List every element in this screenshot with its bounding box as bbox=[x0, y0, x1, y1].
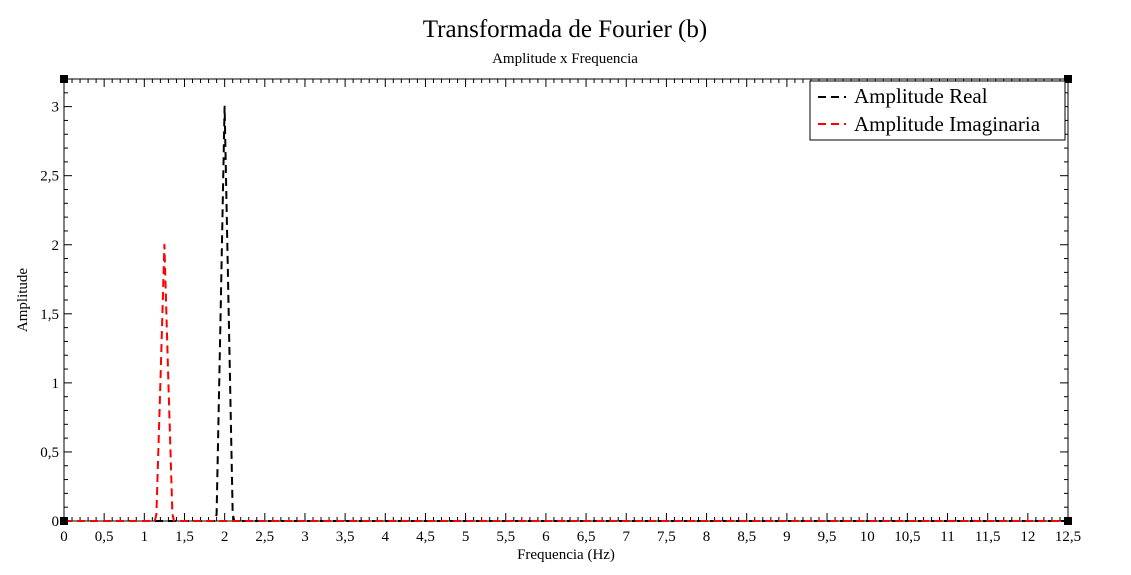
x-tick-label: 8,5 bbox=[737, 529, 756, 545]
chart-subtitle: Amplitude x Frequencia bbox=[492, 51, 638, 67]
x-tick-label: 0 bbox=[60, 529, 68, 545]
x-tick-label: 0,5 bbox=[95, 529, 114, 545]
x-tick-label: 12,5 bbox=[1055, 529, 1081, 545]
x-tick-label: 3 bbox=[301, 529, 309, 545]
x-tick-label: 5 bbox=[462, 529, 470, 545]
x-tick-label: 9 bbox=[783, 529, 791, 545]
plot-frame bbox=[63, 78, 1069, 522]
series-line-amplitude-imaginaria bbox=[64, 243, 1068, 522]
y-tick-label: 2 bbox=[52, 238, 60, 254]
x-tick-label: 10,5 bbox=[894, 529, 920, 545]
x-tick-label: 6,5 bbox=[577, 529, 596, 545]
y-tick-label: 0,5 bbox=[40, 445, 59, 461]
corner-handles bbox=[60, 75, 1072, 525]
corner-handle-top-right[interactable] bbox=[1064, 75, 1072, 83]
y-tick-label: 2,5 bbox=[40, 169, 59, 185]
x-tick-label: 10 bbox=[860, 529, 875, 545]
x-tick-label: 2,5 bbox=[255, 529, 274, 545]
corner-handle-bottom-left[interactable] bbox=[60, 517, 68, 525]
x-tick-label: 7,5 bbox=[657, 529, 676, 545]
legend-label-imaginary: Amplitude Imaginaria bbox=[854, 112, 1041, 136]
x-tick-label: 6 bbox=[542, 529, 550, 545]
chart-title: Transformada de Fourier (b) bbox=[423, 16, 707, 43]
x-axis-ticks: 0 0,5 1 1,5 2 2,5 3 3,5 4 4,5 5 5,5 6 6,5 7 7,5 8 8,5 9 9,5… bbox=[60, 79, 1081, 545]
x-tick-label: 3,5 bbox=[336, 529, 355, 545]
x-tick-label: 8 bbox=[703, 529, 711, 545]
x-tick-label: 4,5 bbox=[416, 529, 435, 545]
x-tick-label: 5,5 bbox=[496, 529, 515, 545]
y-axis-label: Amplitude bbox=[15, 268, 31, 333]
series-layer bbox=[64, 105, 1068, 522]
y-axis-ticks: 0 0,5 1 1,5 2 2,5 3 bbox=[40, 78, 1068, 530]
x-tick-label: 2 bbox=[221, 529, 229, 545]
corner-handle-top-left[interactable] bbox=[60, 75, 68, 83]
corner-handle-bottom-right[interactable] bbox=[1064, 517, 1072, 525]
x-axis-label: Frequencia (Hz) bbox=[517, 547, 615, 563]
x-tick-label: 7 bbox=[622, 529, 630, 545]
legend-box bbox=[809, 80, 1066, 141]
x-tick-label: 11 bbox=[940, 529, 954, 545]
y-tick-label: 1,5 bbox=[40, 307, 59, 323]
x-tick-label: 1,5 bbox=[175, 529, 194, 545]
legend-label-real: Amplitude Real bbox=[854, 84, 988, 108]
x-tick-label: 4 bbox=[382, 529, 390, 545]
y-tick-label: 0 bbox=[52, 514, 60, 530]
y-tick-label: 1 bbox=[52, 376, 60, 392]
x-tick-label: 11,5 bbox=[975, 529, 1001, 545]
y-tick-label: 3 bbox=[52, 100, 60, 116]
series-line-amplitude-real bbox=[64, 105, 1068, 522]
legend: Amplitude Real Amplitude Imaginaria bbox=[809, 80, 1066, 141]
x-tick-label: 1 bbox=[141, 529, 149, 545]
x-tick-label: 9,5 bbox=[818, 529, 837, 545]
x-tick-label: 12 bbox=[1020, 529, 1035, 545]
